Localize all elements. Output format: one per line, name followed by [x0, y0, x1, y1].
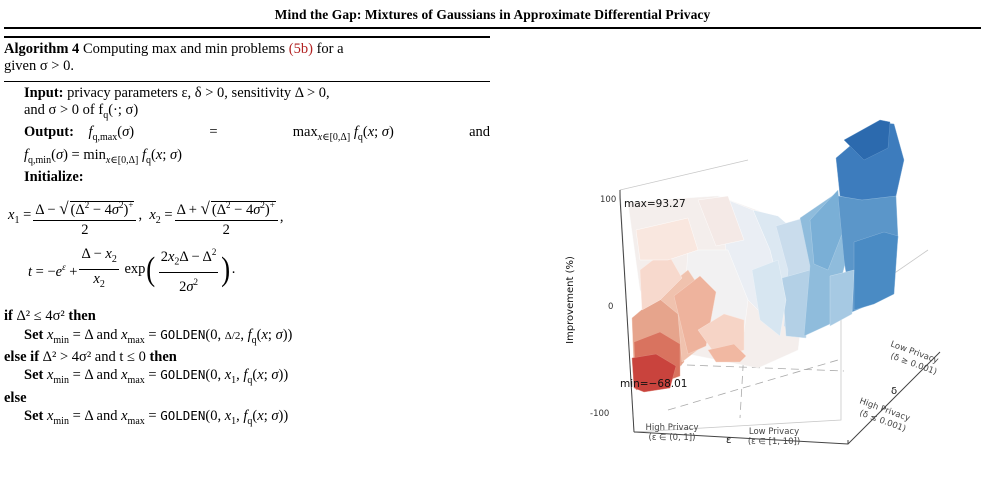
- init-equation-x: x1 = Δ − √ (Δ2 − 4σ2)+ 2 , x2 = Δ + √ (Δ2 −…: [8, 198, 284, 238]
- epsilon-axis-label: ε: [726, 435, 731, 446]
- algorithm-top-rule: [4, 36, 490, 38]
- initialize-label: Initialize:: [24, 169, 84, 186]
- algorithm-mid-rule: [4, 80, 490, 82]
- surface-plot: 100 0 -100 Improvement (%) max=93.27 min…: [565, 119, 941, 447]
- floor-dash: [667, 359, 839, 411]
- output-line: Output: fq,max(σ) = maxx∈[0,Δ] fq(x; σ) …: [24, 124, 490, 144]
- then-keyword: then: [149, 348, 177, 365]
- delta-axis-label: δ: [891, 386, 897, 397]
- input-text: privacy parameters ε, δ > 0, sensitivity…: [67, 84, 330, 101]
- golden-function: GOLDEN: [160, 408, 206, 424]
- set-line-2: Set xmin = Δ and xmax = GOLDEN(0, x1, fq…: [24, 367, 289, 387]
- elseif-keyword: else if: [4, 348, 40, 365]
- epsilon-tick-label: Low Privacy: [749, 427, 799, 437]
- golden-function: GOLDEN: [160, 367, 206, 383]
- output-line-2: fq,min(σ) = minx∈[0,Δ] fq(x; σ): [24, 146, 182, 166]
- epsilon-tick-label: (ε ∈ [1, 10]): [748, 437, 800, 447]
- input-text: (·; σ): [108, 102, 139, 118]
- algorithm-body: Input: privacy parameters ε, δ > 0, sens…: [4, 82, 490, 431]
- set-keyword: Set: [24, 408, 44, 425]
- surface-mesh: [627, 119, 905, 393]
- elseif-condition: Δ² > 4σ² and t ≤ 0: [42, 348, 146, 365]
- epsilon-tick-label: High Privacy: [645, 423, 698, 433]
- golden-function: GOLDEN: [160, 326, 206, 342]
- epsilon-tick-label: (ε ∈ (0, 1]): [649, 433, 696, 443]
- caption-max: max: [151, 40, 177, 57]
- caption-text: problems: [231, 40, 286, 57]
- header-rule: [4, 27, 981, 29]
- max-annotation: max=93.27: [624, 198, 686, 210]
- input-text: and σ > 0 of f: [24, 102, 104, 118]
- page-header: Mind the Gap: Mixtures of Gaussians in A…: [0, 0, 985, 36]
- output-label: Output:: [24, 124, 74, 141]
- equation-ref-link[interactable]: (5b): [288, 40, 313, 57]
- then-keyword: then: [68, 308, 96, 325]
- else-line: else: [4, 390, 490, 408]
- z-axis-line: [619, 197, 635, 433]
- z-tick-label: 100: [600, 195, 616, 205]
- input-line-2: and σ > 0 of fq(·; σ): [24, 102, 139, 121]
- caption-text: Computing: [82, 40, 149, 57]
- set-keyword: Set: [24, 326, 44, 343]
- z-axis-label: Improvement (%): [565, 256, 576, 344]
- caption-min: min: [204, 40, 228, 57]
- caption-text: for a: [316, 40, 344, 57]
- set-line-3: Set xmin = Δ and xmax = GOLDEN(0, x1, fq…: [24, 408, 289, 428]
- if-keyword: if: [4, 308, 13, 325]
- top-pane-edge: [619, 159, 749, 191]
- min-dash: [634, 362, 845, 372]
- set-line-1: Set xmin = Δ and xmax = GOLDEN(0, Δ/2, f…: [24, 326, 293, 346]
- caption-text: and: [180, 40, 202, 57]
- algorithm-block: Algorithm 4 Computing max and min proble…: [4, 36, 490, 431]
- caption-text: given σ > 0.: [4, 58, 74, 74]
- else-keyword: else: [4, 389, 27, 406]
- if-condition: Δ² ≤ 4σ²: [16, 308, 65, 325]
- algorithm-label: Algorithm 4: [4, 40, 80, 57]
- algorithm-caption: Algorithm 4 Computing max and min proble…: [4, 38, 490, 79]
- paper-title: Mind the Gap: Mixtures of Gaussians in A…: [274, 7, 711, 22]
- if-line: if Δ² ≤ 4σ² then: [4, 308, 490, 326]
- floor-dash: [739, 349, 745, 419]
- axis-panes: [619, 159, 941, 445]
- z-tick-label: -100: [590, 409, 609, 419]
- min-annotation: min=−68.01: [620, 378, 687, 390]
- elseif-line: else if Δ² > 4σ² and t ≤ 0 then: [4, 349, 490, 367]
- surface-plot-figure: 100 0 -100 Improvement (%) max=93.27 min…: [548, 100, 985, 480]
- init-equation-t: t = −eε + Δ − x2 x2 exp ( 2x2Δ − Δ2 2σ2 ).: [28, 244, 490, 297]
- input-label: Input:: [24, 84, 64, 101]
- set-keyword: Set: [24, 367, 44, 384]
- z-tick-label: 0: [608, 302, 613, 312]
- input-line: Input: privacy parameters ε, δ > 0, sens…: [24, 85, 490, 103]
